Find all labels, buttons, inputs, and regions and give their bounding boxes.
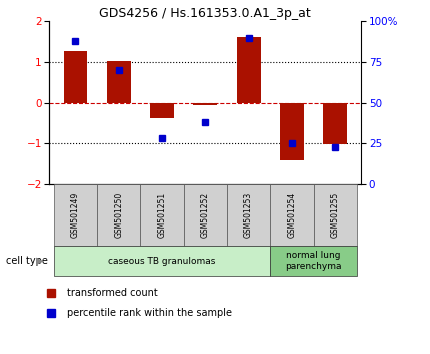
Bar xyxy=(184,184,227,246)
Text: percentile rank within the sample: percentile rank within the sample xyxy=(67,308,232,318)
Text: GSM501254: GSM501254 xyxy=(287,192,296,238)
Bar xyxy=(237,37,261,103)
Text: GSM501250: GSM501250 xyxy=(114,192,123,238)
Bar xyxy=(64,51,87,103)
Text: GSM501252: GSM501252 xyxy=(201,192,210,238)
Text: normal lung
parenchyma: normal lung parenchyma xyxy=(286,251,342,271)
Bar xyxy=(270,246,357,276)
Text: GSM501249: GSM501249 xyxy=(71,192,80,238)
Bar xyxy=(227,184,270,246)
Text: transformed count: transformed count xyxy=(67,287,158,298)
Bar xyxy=(107,61,131,103)
Bar xyxy=(97,184,140,246)
Bar xyxy=(54,184,97,246)
Text: ▶: ▶ xyxy=(36,256,44,266)
Bar xyxy=(270,184,313,246)
Text: GSM501253: GSM501253 xyxy=(244,192,253,238)
Text: GSM501251: GSM501251 xyxy=(157,192,166,238)
Text: caseous TB granulomas: caseous TB granulomas xyxy=(108,257,216,266)
Title: GDS4256 / Hs.161353.0.A1_3p_at: GDS4256 / Hs.161353.0.A1_3p_at xyxy=(99,7,311,20)
Bar xyxy=(140,184,184,246)
Text: GSM501255: GSM501255 xyxy=(331,192,340,238)
Bar xyxy=(323,103,347,144)
Bar xyxy=(194,103,217,105)
Bar xyxy=(313,184,357,246)
Bar xyxy=(150,103,174,118)
Bar xyxy=(54,246,270,276)
Text: cell type: cell type xyxy=(6,256,48,266)
Bar xyxy=(280,103,304,160)
